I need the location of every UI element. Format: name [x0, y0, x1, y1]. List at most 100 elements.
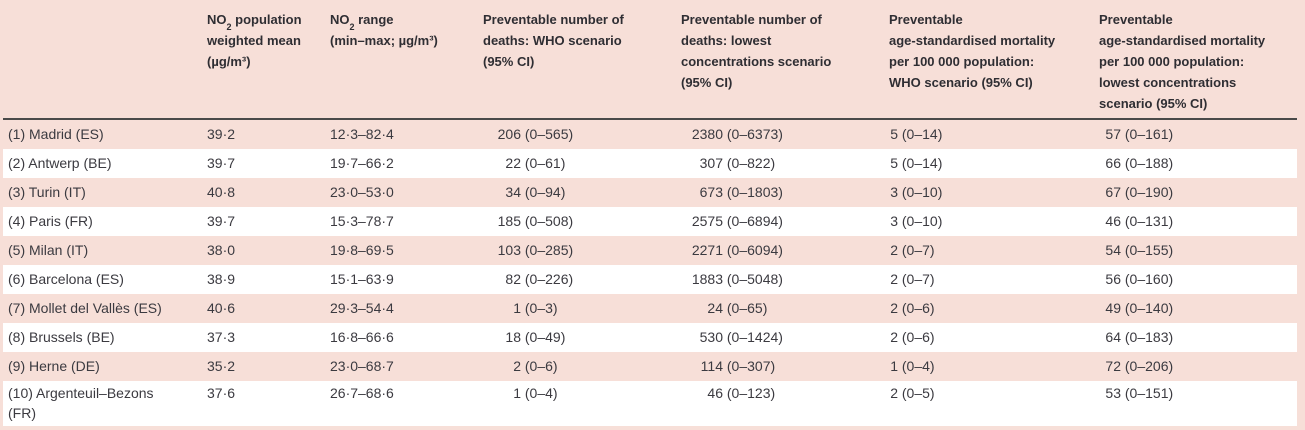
rate-lowest-cell: 66 (0–188) [1094, 149, 1297, 178]
rate-lowest-cell: 72 (0–206) [1094, 352, 1297, 381]
deaths-lowest-cell: 2380 (0–6373) [676, 119, 884, 149]
no2-range-cell: 15·3–78·7 [330, 213, 394, 229]
confidence-interval: (0–4) [901, 358, 935, 374]
deaths-lowest-cell: 530 (0–1424) [676, 323, 884, 352]
table-row: (10) Argenteuil–Bezons (FR) 37·6 26·7–68·6… [3, 381, 1297, 426]
col-header-city [3, 0, 202, 120]
rate-who-cell: 1 (0–4) [884, 352, 1094, 381]
deaths-who-cell: 1 (0–3) [478, 294, 676, 323]
rate-lowest-cell: 54 (0–155) [1094, 236, 1297, 265]
table-body: (1) Madrid (ES) 39·2 12·3–82·4 206 (0–565) 2… [3, 119, 1297, 426]
no2-mean-cell: 37·6 [207, 385, 236, 401]
rate-who-cell: 2 (0–7) [884, 265, 1094, 294]
rate-who-cell: 2 (0–6) [884, 294, 1094, 323]
confidence-interval: (0–65) [726, 300, 768, 316]
value: 2 [890, 271, 898, 287]
deaths-lowest-cell: 46 (0–123) [676, 381, 884, 426]
table-row: (7) Mollet del Vallès (ES) 40·6 29·3–54·4 1… [3, 294, 1297, 323]
table-row: (5) Milan (IT) 38·0 19·8–69·5 103 (0–285) 22… [3, 236, 1297, 265]
confidence-interval: (0–565) [524, 126, 574, 142]
deaths-who-cell: 34 (0–94) [478, 178, 676, 207]
value: 5 [890, 126, 898, 142]
rate-who-cell: 2 (0–5) [884, 381, 1094, 426]
col-header-no2-mean-text: NO [207, 12, 227, 27]
rate-who-cell: 5 (0–14) [884, 149, 1094, 178]
no2-mean-cell: 40·8 [207, 184, 236, 200]
col-header-deaths-lowest: Preventable number of deaths: lowest con… [676, 0, 884, 120]
value: 1 [513, 385, 521, 401]
confidence-interval: (0–1424) [726, 329, 783, 345]
confidence-interval: (0–6094) [726, 242, 783, 258]
no2-mean-cell: 35·2 [207, 358, 236, 374]
confidence-interval: (0–4) [524, 385, 558, 401]
city-cell: (10) Argenteuil–Bezons (FR) [8, 385, 154, 421]
confidence-interval: (0–131) [1124, 213, 1174, 229]
value: 34 [505, 184, 521, 200]
no2-range-cell: 16·8–66·6 [330, 329, 394, 345]
confidence-interval: (0–822) [726, 155, 776, 171]
value: 82 [505, 271, 521, 287]
subscript-2: 2 [349, 21, 355, 32]
value: 2 [513, 358, 521, 374]
value: 1 [513, 300, 521, 316]
table-row: (1) Madrid (ES) 39·2 12·3–82·4 206 (0–565) 2… [3, 119, 1297, 149]
header-row: NO2 population weighted mean (µg/m³) NO2… [3, 0, 1297, 120]
table-row: (3) Turin (IT) 40·8 23·0–53·0 34 (0–94) 673 … [3, 178, 1297, 207]
value: 64 [1105, 329, 1121, 345]
value: 2 [890, 385, 898, 401]
confidence-interval: (0–1803) [726, 184, 783, 200]
city-cell: (3) Turin (IT) [8, 184, 86, 200]
value: 2380 [691, 126, 723, 142]
confidence-interval: (0–3) [524, 300, 558, 316]
value: 2 [890, 300, 898, 316]
no2-mean-cell: 39·7 [207, 213, 236, 229]
rate-who-cell: 2 (0–6) [884, 323, 1094, 352]
city-cell: (9) Herne (DE) [8, 358, 100, 374]
city-cell: (1) Madrid (ES) [8, 126, 104, 142]
confidence-interval: (0–6) [901, 300, 935, 316]
value: 22 [505, 155, 521, 171]
value: 185 [497, 213, 521, 229]
confidence-interval: (0–188) [1124, 155, 1174, 171]
value: 2271 [691, 242, 723, 258]
rate-who-cell: 2 (0–7) [884, 236, 1094, 265]
col-header-no2-range-text: NO [330, 12, 350, 27]
confidence-interval: (0–226) [524, 271, 574, 287]
no2-range-cell: 15·1–63·9 [330, 271, 394, 287]
value: 1883 [691, 271, 723, 287]
no2-mean-cell: 39·2 [207, 126, 236, 142]
value: 56 [1105, 271, 1121, 287]
value: 18 [505, 329, 521, 345]
deaths-who-cell: 185 (0–508) [478, 207, 676, 236]
table-header: NO2 population weighted mean (µg/m³) NO2… [3, 0, 1297, 120]
confidence-interval: (0–6) [901, 329, 935, 345]
deaths-who-cell: 206 (0–565) [478, 119, 676, 149]
value: 5 [890, 155, 898, 171]
no2-range-cell: 12·3–82·4 [330, 126, 394, 142]
col-header-no2-range: NO2 range (min–max; µg/m³) [325, 0, 478, 120]
confidence-interval: (0–307) [726, 358, 776, 374]
confidence-interval: (0–7) [901, 242, 935, 258]
table-row: (8) Brussels (BE) 37·3 16·8–66·6 18 (0–49) 5… [3, 323, 1297, 352]
city-cell: (7) Mollet del Vallès (ES) [8, 300, 162, 316]
no2-range-cell: 29·3–54·4 [330, 300, 394, 316]
value: 114 [700, 358, 723, 374]
no2-preventable-mortality-table: NO2 population weighted mean (µg/m³) NO2… [3, 0, 1297, 426]
value: 72 [1105, 358, 1121, 374]
table-row: (6) Barcelona (ES) 38·9 15·1–63·9 82 (0–226… [3, 265, 1297, 294]
col-header-no2-mean: NO2 population weighted mean (µg/m³) [202, 0, 325, 120]
deaths-who-cell: 82 (0–226) [478, 265, 676, 294]
confidence-interval: (0–5) [901, 385, 935, 401]
value: 1 [890, 358, 898, 374]
deaths-lowest-cell: 1883 (0–5048) [676, 265, 884, 294]
confidence-interval: (0–6373) [726, 126, 783, 142]
deaths-lowest-cell: 673 (0–1803) [676, 178, 884, 207]
value: 46 [1105, 213, 1121, 229]
confidence-interval: (0–14) [901, 126, 943, 142]
confidence-interval: (0–10) [901, 213, 943, 229]
rate-lowest-cell: 49 (0–140) [1094, 294, 1297, 323]
confidence-interval: (0–7) [901, 271, 935, 287]
confidence-interval: (0–140) [1124, 300, 1174, 316]
deaths-who-cell: 18 (0–49) [478, 323, 676, 352]
